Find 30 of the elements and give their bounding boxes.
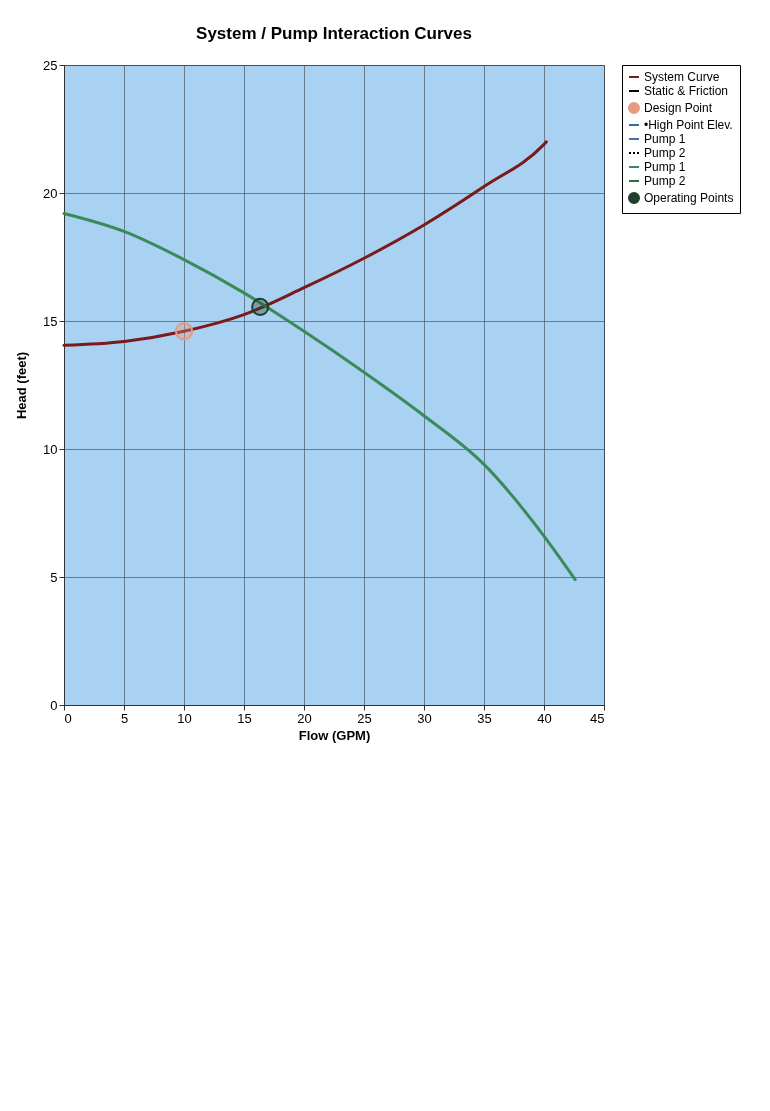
legend-label: •High Point Elev. [644,118,733,132]
legend-label: Pump 1 [644,160,686,174]
chart-title: System / Pump Interaction Curves [196,24,472,43]
legend-label: Static & Friction [644,84,729,98]
x-tick-label: 5 [120,710,129,726]
x-tick-label: 15 [237,710,252,726]
legend-label: System Curve [644,70,720,84]
y-axis-title: Head (feet) [14,351,30,420]
legend-label: Pump 2 [644,146,686,160]
y-tick-label: 25 [43,57,58,73]
x-tick-label: 35 [477,710,492,726]
x-tick-label: 0 [64,710,72,726]
x-tick-label: 45 [590,710,605,726]
x-axis-title: Flow (GPM) [298,727,371,743]
y-tick-label: 10 [43,441,58,457]
legend-label: Pump 1 [644,132,686,146]
legend-label: Operating Points [644,191,734,205]
line-series [62,211,577,582]
x-tick-label: 30 [417,710,432,726]
legend-label: Pump 2 [644,174,686,188]
line-series [62,140,548,347]
y-tick-label: 0 [50,697,58,713]
x-tick-label: 20 [297,710,312,726]
legend-label: Design Point [644,101,713,115]
y-tick-label: 20 [43,185,58,201]
y-tick-label: 15 [43,313,58,329]
x-tick-label: 10 [177,710,192,726]
y-tick-label: 5 [50,569,58,585]
x-tick-label: 25 [357,710,372,726]
x-tick-label: 40 [537,710,552,726]
